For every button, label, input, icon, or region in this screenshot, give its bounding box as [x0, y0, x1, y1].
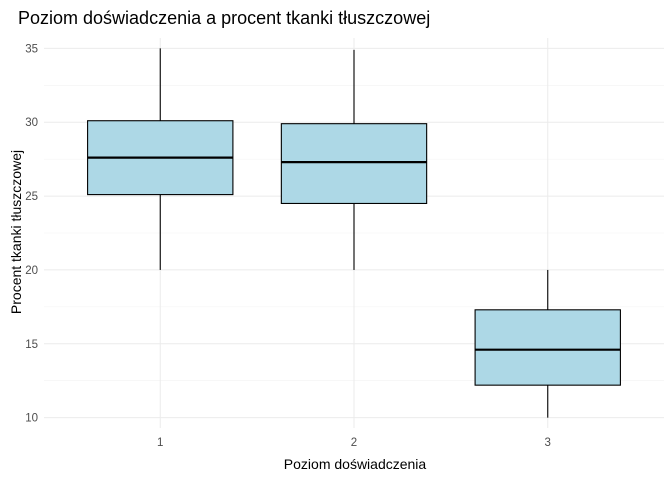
y-tick-label: 20 — [25, 265, 38, 277]
y-axis-title: Procent tkanki tłuszczowej — [8, 150, 24, 314]
y-tick-label: 15 — [25, 339, 38, 351]
chart-title: Poziom doświadczenia a procent tkanki tł… — [18, 8, 430, 28]
y-tick-labels: 10 15 20 25 30 35 — [25, 43, 38, 424]
box-group-1 — [87, 48, 234, 270]
x-tick-label: 3 — [545, 437, 551, 449]
box — [474, 309, 621, 386]
y-tick-label: 30 — [25, 117, 38, 129]
box-group-2 — [280, 49, 428, 270]
y-tick-label: 10 — [25, 413, 38, 425]
x-axis-title: Poziom doświadczenia — [284, 456, 427, 472]
y-tick-label: 25 — [25, 191, 38, 203]
x-tick-label: 1 — [157, 437, 163, 449]
x-tick-labels: 1 2 3 — [157, 437, 551, 449]
box — [280, 123, 428, 205]
x-tick-label: 2 — [351, 437, 357, 449]
y-tick-label: 35 — [25, 43, 38, 55]
box-group-3 — [474, 269, 621, 418]
boxes — [87, 48, 621, 418]
